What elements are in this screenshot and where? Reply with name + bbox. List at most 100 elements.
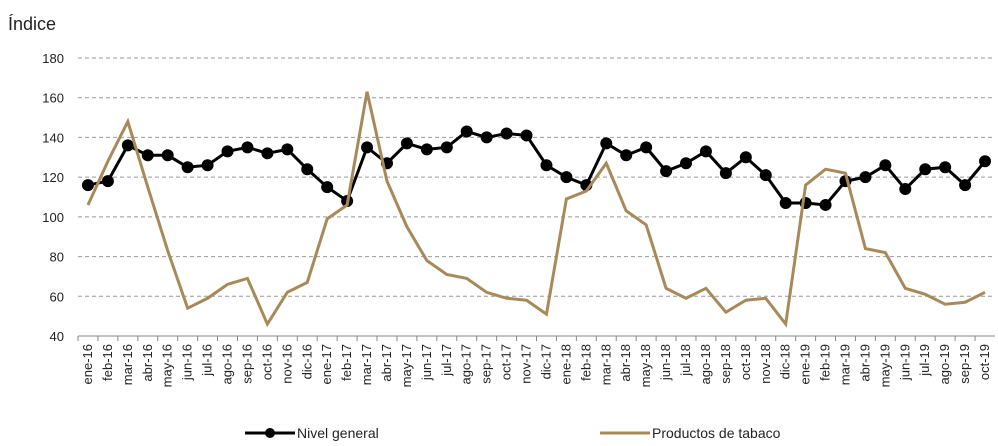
marker — [281, 143, 294, 156]
marker — [979, 155, 992, 168]
marker — [640, 141, 653, 154]
marker — [480, 131, 493, 144]
x-tick-label: jun-18 — [658, 344, 673, 381]
marker — [361, 141, 374, 154]
x-tick-label: feb-18 — [578, 344, 593, 381]
x-tick-label: nov-18 — [758, 344, 773, 384]
x-tick-label: feb-16 — [100, 344, 115, 381]
marker — [879, 159, 892, 172]
x-tick-label: jul-17 — [439, 344, 454, 377]
marker — [81, 179, 94, 192]
x-tick-label: jul-19 — [917, 344, 932, 377]
y-tick-label: 60 — [50, 289, 64, 304]
marker — [500, 127, 513, 140]
x-tick-label: oct-18 — [738, 344, 753, 380]
x-tick-label: nov-17 — [519, 344, 534, 384]
x-tick-label: ene-19 — [798, 344, 813, 384]
line-series — [86, 91, 986, 328]
marker — [161, 149, 174, 162]
x-tick-label: ago-19 — [937, 344, 952, 384]
y-tick-label: 80 — [50, 250, 64, 265]
x-tick-label: mar-17 — [359, 344, 374, 385]
x-tick-label: abr-19 — [857, 344, 872, 382]
x-tick-label: ene-17 — [319, 344, 334, 384]
marker — [440, 141, 453, 154]
x-tick-label: abr-18 — [618, 344, 633, 382]
marker — [939, 161, 952, 174]
marker — [620, 149, 633, 162]
marker — [560, 171, 573, 184]
x-tick-label: sep-17 — [479, 344, 494, 384]
y-tick-label: 100 — [42, 210, 64, 225]
x-tick-label: feb-17 — [339, 344, 354, 381]
x-tick-label: feb-19 — [818, 344, 833, 381]
marker — [121, 139, 134, 152]
marker — [520, 129, 533, 142]
x-tick-label: sep-18 — [718, 344, 733, 384]
marker — [959, 179, 972, 192]
x-tick-label: ago-18 — [698, 344, 713, 384]
x-tick-label: jun-16 — [180, 344, 195, 381]
marker — [261, 147, 274, 160]
marker — [680, 157, 693, 170]
legend-marker — [265, 428, 275, 438]
marker — [859, 171, 872, 184]
y-tick-label: 180 — [42, 51, 64, 66]
x-tick-label: may-18 — [638, 344, 653, 387]
marker — [660, 165, 673, 178]
x-tick-label: jul-18 — [678, 344, 693, 377]
marker — [739, 151, 752, 164]
x-tick-label: jun-19 — [897, 344, 912, 381]
marker — [919, 163, 932, 176]
marker — [400, 137, 413, 150]
marker — [759, 169, 772, 182]
x-tick-label: may-16 — [160, 344, 175, 387]
marker — [301, 163, 314, 176]
x-tick-label: may-19 — [877, 344, 892, 387]
marker — [201, 159, 214, 172]
marker — [221, 145, 234, 158]
x-tick-label: ene-16 — [80, 344, 95, 384]
legend-label: Productos de tabaco — [652, 425, 781, 441]
x-tick-label: mar-16 — [120, 344, 135, 385]
y-tick-label: 40 — [50, 329, 64, 344]
x-tick-label: oct-17 — [499, 344, 514, 380]
marker — [181, 161, 194, 174]
y-tick-label: 120 — [42, 170, 64, 185]
legend-label: Nivel general — [297, 425, 379, 441]
x-tick-label: sep-19 — [957, 344, 972, 384]
x-tick-label: jul-16 — [200, 344, 215, 377]
marker — [321, 181, 334, 194]
x-tick-label: oct-19 — [977, 344, 992, 380]
x-tick-label: oct-16 — [259, 344, 274, 380]
x-tick-label: dic-17 — [538, 344, 553, 379]
x-tick-label: abr-16 — [140, 344, 155, 382]
marker — [699, 145, 712, 158]
x-tick-label: abr-17 — [379, 344, 394, 382]
y-tick-label: 140 — [42, 130, 64, 145]
x-tick-label: mar-18 — [598, 344, 613, 385]
marker — [719, 167, 732, 180]
marker — [540, 159, 553, 172]
x-tick-label: ago-16 — [220, 344, 235, 384]
y-tick-label: 160 — [42, 91, 64, 106]
marker — [420, 143, 433, 156]
x-tick-label: nov-16 — [279, 344, 294, 384]
line-series — [87, 129, 987, 207]
x-tick-label: jun-17 — [419, 344, 434, 381]
x-tick-label: mar-19 — [837, 344, 852, 385]
marker — [779, 196, 792, 209]
y-axis-title: Índice — [8, 14, 56, 34]
marker — [241, 141, 254, 154]
marker — [141, 149, 154, 162]
x-tick-label: dic-18 — [778, 344, 793, 379]
marker — [101, 175, 114, 188]
x-tick-label: dic-16 — [299, 344, 314, 379]
marker — [600, 137, 613, 150]
x-tick-label: may-17 — [399, 344, 414, 387]
marker — [460, 125, 473, 138]
x-tick-label: ene-18 — [558, 344, 573, 384]
marker — [899, 183, 912, 196]
x-tick-label: ago-17 — [459, 344, 474, 384]
